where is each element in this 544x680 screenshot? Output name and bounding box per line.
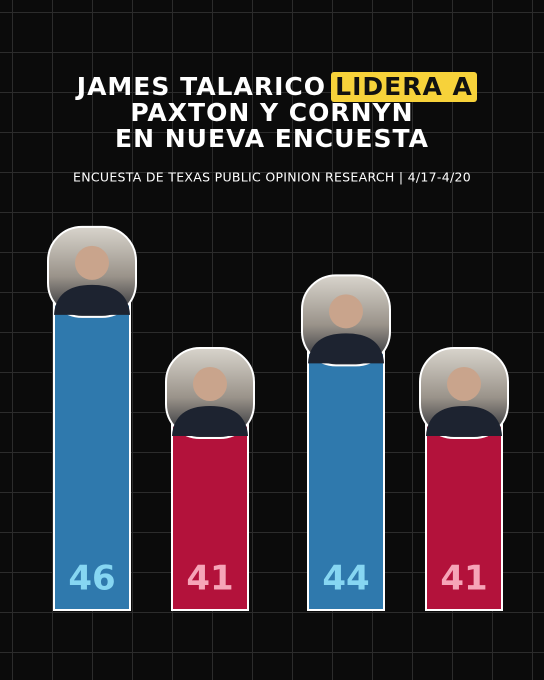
photo-body: [172, 406, 248, 436]
title-highlight: [331, 72, 477, 102]
photo-head: [75, 245, 109, 280]
photo-head: [193, 367, 227, 401]
bar: [307, 318, 385, 611]
photo-body: [426, 406, 502, 436]
value-label: 46: [68, 559, 115, 599]
photo-head: [447, 367, 481, 401]
photo-body: [54, 284, 130, 315]
bar: [53, 269, 131, 611]
photo-body: [308, 333, 384, 364]
value-label: 41: [186, 559, 233, 599]
chart-title: EN NUEVA ENCUESTA: [115, 124, 429, 153]
value-label: 44: [322, 559, 369, 599]
subtitle: ENCUESTA DE TEXAS PUBLIC OPINION RESEARC…: [73, 170, 471, 185]
chart-title: PAXTON Y CORNYN: [130, 98, 413, 127]
chart-title: JAMES TALARICO: [75, 72, 326, 101]
chart-title: LIDERA A: [335, 72, 473, 101]
photo-head: [329, 294, 363, 329]
value-label: 41: [440, 559, 487, 599]
